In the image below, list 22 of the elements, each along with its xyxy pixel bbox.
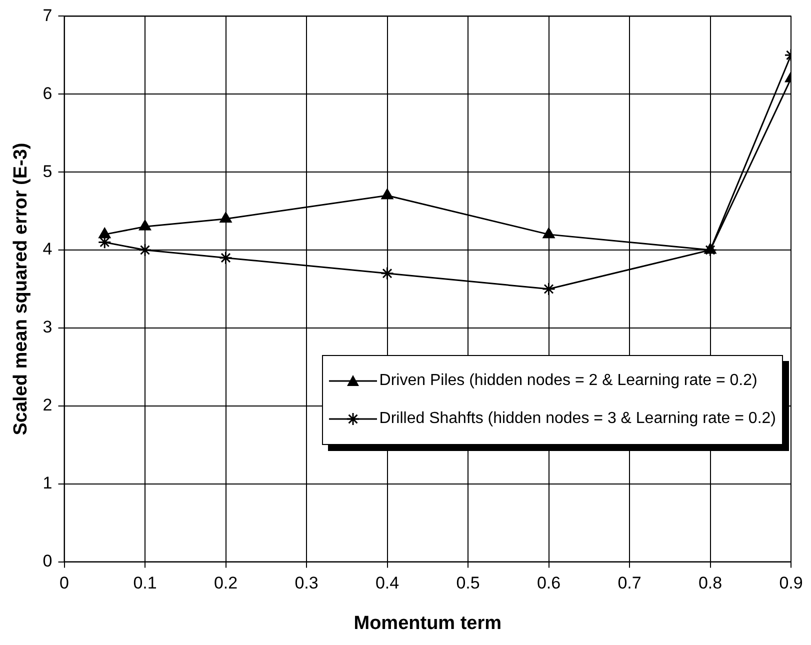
x-tick-label: 0.8: [698, 574, 722, 593]
y-tick-label: 3: [42, 318, 52, 337]
legend-label: Drilled Shahfts (hidden nodes = 3 & Learning rate = 0.2): [379, 410, 776, 428]
x-tick-label: 0.1: [133, 574, 157, 593]
x-tick-label: 0.9: [779, 574, 803, 593]
legend-label: Driven Piles (hidden nodes = 2 & Learning rate = 0.2): [379, 372, 758, 390]
y-tick-label: 7: [42, 6, 52, 25]
x-tick-label: 0.4: [375, 574, 400, 593]
y-tick-label: 5: [42, 162, 52, 181]
y-axis-title: Scaled mean squared error (E-3): [10, 142, 32, 436]
x-tick-label: 0.2: [214, 574, 238, 593]
x-tick-label: 0: [60, 574, 69, 593]
y-tick-label: 0: [42, 551, 52, 570]
x-tick-label: 0.7: [618, 574, 642, 593]
y-tick-label: 2: [42, 396, 52, 415]
x-tick-label: 0.6: [536, 574, 561, 593]
y-tick-label: 1: [42, 474, 52, 493]
x-tick-label: 0.5: [456, 574, 480, 593]
x-tick-label: 0.3: [294, 574, 318, 593]
y-tick-label: 4: [42, 240, 52, 259]
x-axis-title: Momentum term: [354, 612, 502, 634]
y-tick-label: 6: [42, 84, 52, 103]
